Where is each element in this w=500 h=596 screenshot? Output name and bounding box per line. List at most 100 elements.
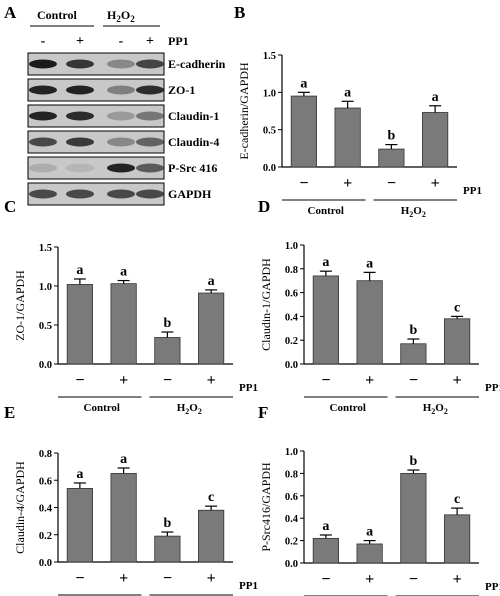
sig-letter-d-2: a <box>366 256 373 271</box>
panel-letter-f: F <box>258 403 268 422</box>
bar-e-1 <box>66 488 93 563</box>
sig-letter-e-4: c <box>208 490 214 505</box>
y-axis-label-c: ZO-1/GAPDH <box>13 270 27 341</box>
bar-e-2 <box>110 473 137 563</box>
bar-b-2 <box>334 107 361 168</box>
y-axis-label-b: E-cadherin/GAPDH <box>237 62 251 160</box>
treatment-label-d: PP1 <box>485 382 500 394</box>
sig-letter-c-2: a <box>120 265 127 280</box>
blot-label-zo-1: ZO-1 <box>168 83 195 97</box>
sign-c-3: − <box>163 372 172 389</box>
chart-panel-f: 0.0 0.2 0.4 0.6 0.8 1.0 P-Src416/GAPDH a − a + b − c +… <box>259 447 500 596</box>
sig-letter-f-4: c <box>454 492 460 507</box>
bar-b-3 <box>378 148 405 168</box>
sign-d-2: + <box>365 372 374 389</box>
blot-band-gapdh-lane-2 <box>66 189 94 199</box>
y-tick-label-b-1: 0.5 <box>263 126 276 137</box>
sig-letter-d-4: c <box>454 300 460 315</box>
blot-band-p-src-416-lane-3 <box>107 163 135 173</box>
y-tick-label-d-2: 0.4 <box>285 312 299 323</box>
blot-label-gapdh: GAPDH <box>168 187 212 201</box>
sig-letter-e-3: b <box>163 516 171 531</box>
sign-f-3: − <box>409 571 418 588</box>
group-label-c-h2o2: H2O2 <box>177 402 202 416</box>
sig-letter-c-4: a <box>208 274 215 289</box>
blot-band-zo-1-lane-3 <box>107 85 135 95</box>
y-axis-label-d: Claudin-1/GAPDH <box>259 258 273 351</box>
bar-c-4 <box>198 292 225 365</box>
sig-letter-b-3: b <box>387 129 395 144</box>
chart-panel-d: 0.0 0.2 0.4 0.6 0.8 1.0 Claudin-1/GAPDH a − a + b − c… <box>259 241 500 416</box>
bar-d-1 <box>312 275 339 365</box>
chart-panel-e: 0.0 0.2 0.4 0.6 0.8 Claudin-4/GAPDH a − a + b − c + PP… <box>13 449 258 596</box>
panel-letter-c: C <box>4 197 16 216</box>
bar-e-3 <box>154 535 181 563</box>
blot-band-e-cadherin-lane-1 <box>29 59 57 69</box>
y-tick-label-f-0: 0.0 <box>285 559 298 570</box>
blot-band-zo-1-lane-1 <box>29 85 57 95</box>
blot-band-claudin-1-lane-4 <box>136 111 164 121</box>
y-tick-label-d-3: 0.6 <box>285 289 298 300</box>
blot-band-e-cadherin-lane-2 <box>66 59 94 69</box>
sig-letter-c-1: a <box>76 263 83 278</box>
y-tick-label-b-2: 1.0 <box>263 88 276 99</box>
y-tick-label-c-3: 1.5 <box>39 243 52 254</box>
y-tick-label-d-4: 0.8 <box>285 265 298 276</box>
y-tick-label-f-5: 1.0 <box>285 447 298 458</box>
blot-band-claudin-1-lane-1 <box>29 111 57 121</box>
bar-d-2 <box>356 280 383 365</box>
bar-d-3 <box>400 343 427 365</box>
sig-letter-e-2: a <box>120 452 127 467</box>
sign-c-4: + <box>207 372 216 389</box>
blot-band-p-src-416-lane-1 <box>29 163 57 173</box>
sig-letter-f-3: b <box>409 454 417 469</box>
sig-letter-b-2: a <box>344 85 351 100</box>
blot-label-claudin-1: Claudin-1 <box>168 109 219 123</box>
y-tick-label-d-5: 1.0 <box>285 241 298 252</box>
panel-letter-e: E <box>4 403 15 422</box>
sign-e-1: − <box>75 570 84 587</box>
y-tick-label-e-2: 0.4 <box>39 504 53 515</box>
y-tick-label-b-3: 1.5 <box>263 51 276 62</box>
bar-b-1 <box>290 95 317 168</box>
sign-e-3: − <box>163 570 172 587</box>
panel-letter-d: D <box>258 197 270 216</box>
blot-band-p-src-416-lane-2 <box>66 163 94 173</box>
sign-d-1: − <box>321 372 330 389</box>
sign-b-1: − <box>299 175 308 192</box>
bar-e-4 <box>198 509 225 563</box>
sig-letter-b-1: a <box>300 76 307 91</box>
sign-b-2: + <box>343 175 352 192</box>
treatment-label-f: PP1 <box>485 581 500 593</box>
group-label-d-h2o2: H2O2 <box>423 402 448 416</box>
blot-band-claudin-1-lane-2 <box>66 111 94 121</box>
y-tick-label-c-0: 0.0 <box>39 360 52 371</box>
y-tick-label-e-0: 0.0 <box>39 558 52 569</box>
y-tick-label-f-4: 0.8 <box>285 469 298 480</box>
panel-letter-b: B <box>234 3 245 22</box>
blot-band-claudin-4-lane-3 <box>107 137 135 147</box>
group-label-d-control: Control <box>330 402 366 414</box>
blot-sign-lane-1: - <box>41 34 46 49</box>
y-tick-label-b-0: 0.0 <box>263 163 276 174</box>
bar-c-3 <box>154 337 181 365</box>
y-tick-label-e-4: 0.8 <box>39 449 52 460</box>
blot-sign-lane-2: + <box>76 34 84 49</box>
y-tick-label-f-1: 0.2 <box>285 537 298 548</box>
blot-strip-claudin-1 <box>27 104 165 128</box>
sig-letter-f-1: a <box>322 519 329 534</box>
treatment-label-c: PP1 <box>239 382 258 394</box>
blot-label-p-src-416: P-Src 416 <box>168 161 217 175</box>
chart-panel-b: 0.0 0.5 1.0 1.5 E-cadherin/GAPDH a − a + b − a + PP1 C… <box>237 51 482 219</box>
sign-f-4: + <box>453 571 462 588</box>
sig-letter-e-1: a <box>76 467 83 482</box>
blot-label-e-cadherin: E-cadherin <box>168 57 226 71</box>
sig-letter-f-2: a <box>366 525 373 540</box>
sign-d-4: + <box>453 372 462 389</box>
sign-c-1: − <box>75 372 84 389</box>
blot-group-label-control: Control <box>37 8 77 22</box>
bar-d-4 <box>444 318 471 365</box>
y-axis-label-e: Claudin-4/GAPDH <box>13 461 27 554</box>
y-tick-label-d-1: 0.2 <box>285 336 298 347</box>
sign-f-2: + <box>365 571 374 588</box>
